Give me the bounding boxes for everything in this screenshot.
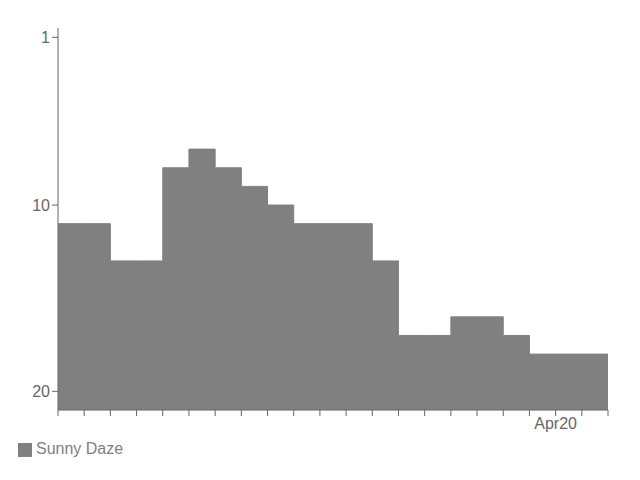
svg-text:10: 10 xyxy=(32,197,50,214)
html-text:Sunny Daze: Sunny Daze xyxy=(36,440,124,457)
svg-text:20: 20 xyxy=(32,383,50,400)
svg-text:Apr20: Apr20 xyxy=(534,415,577,432)
svg-text:1: 1 xyxy=(41,29,50,46)
